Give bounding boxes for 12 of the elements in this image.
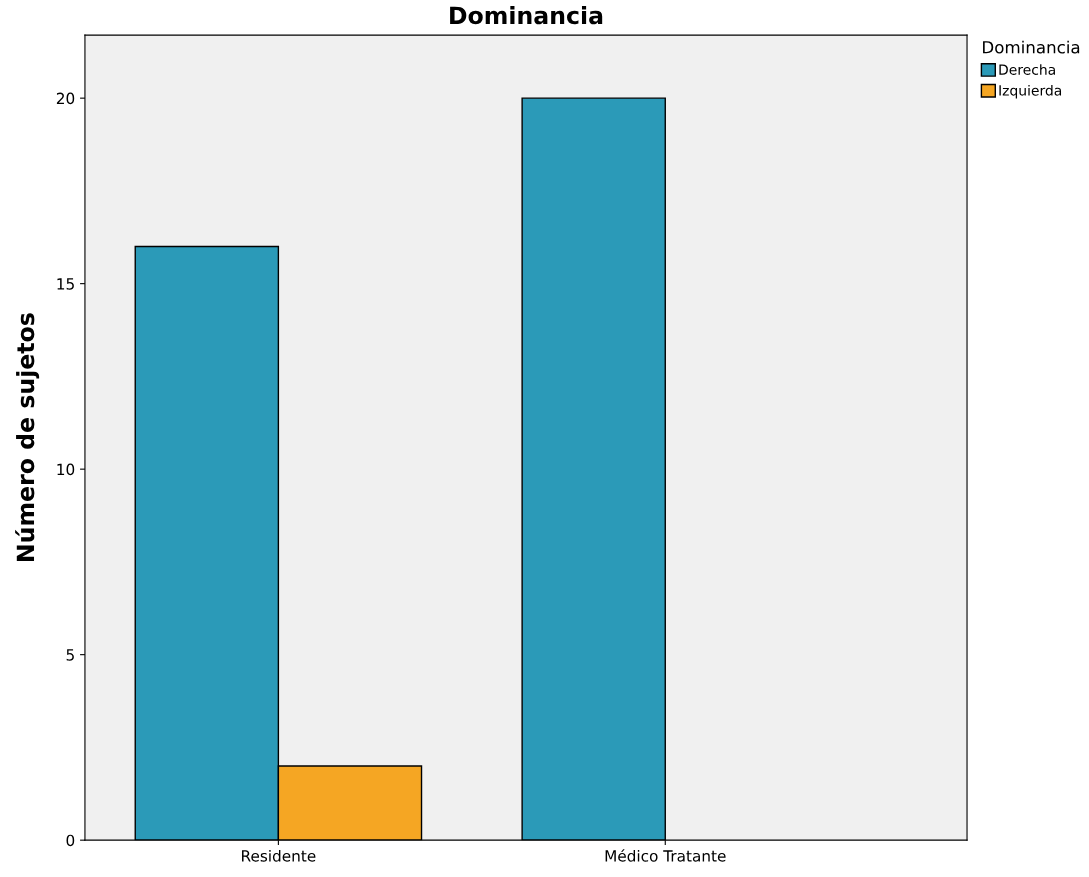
y-tick-label: 15 (57, 278, 74, 290)
x-tick-label: Residente (242, 849, 316, 862)
y-tick-label: 5 (66, 649, 74, 661)
chart-title: Dominancia (450, 6, 603, 25)
y-axis-title: Número de sujetos (15, 313, 40, 561)
legend-label: Derecha (999, 64, 1055, 75)
x-tick-label: Médico Tratante (605, 849, 726, 862)
y-tick-label: 20 (56, 92, 75, 105)
y-tick-label: 0 (66, 834, 75, 847)
y-tick-label: 10 (57, 463, 75, 476)
legend-title: Dominancia (983, 40, 1080, 54)
legend-label: Izquierda (999, 84, 1062, 99)
